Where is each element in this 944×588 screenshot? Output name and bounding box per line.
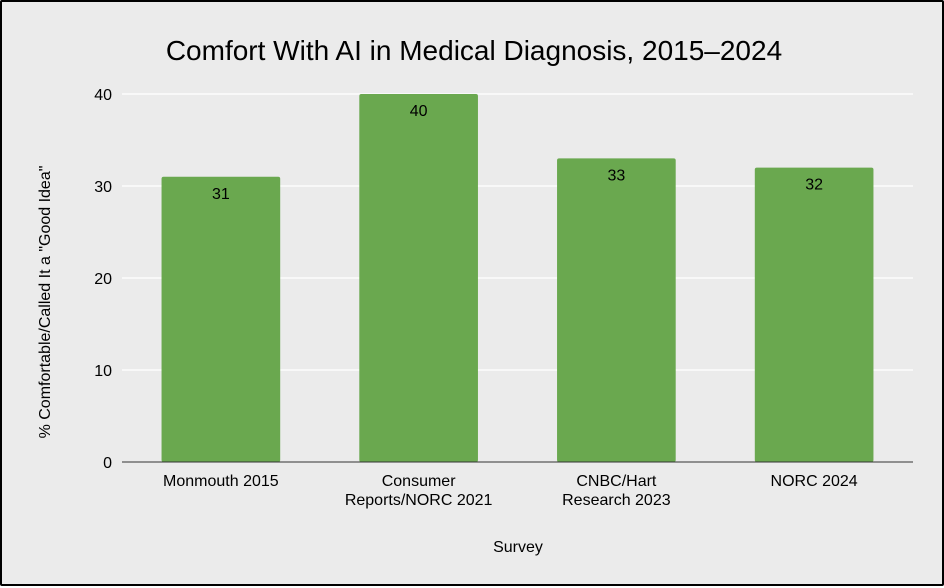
bar-data-label: 40 [410, 103, 428, 120]
y-tick-label: 30 [94, 179, 112, 196]
x-tick-label: CNBC/Hart Research 2023 [562, 473, 671, 509]
bars [161, 94, 874, 463]
data-labels: 31 40 33 32 [212, 103, 823, 203]
x-tick-label-line: Reports/NORC 2021 [345, 492, 493, 509]
y-axis-ticks: 0 10 20 30 40 [94, 87, 112, 472]
x-axis-title: Survey [493, 539, 543, 556]
chart-title: Comfort With AI in Medical Diagnosis, 20… [166, 35, 782, 66]
x-tick-label: Monmouth 2015 [163, 473, 279, 490]
y-axis-title: % Comfortable/Called It a "Good Idea" [37, 166, 54, 439]
y-tick-label: 20 [94, 271, 112, 288]
bar [754, 167, 874, 462]
y-tick-label: 10 [94, 363, 112, 380]
bar [557, 158, 676, 462]
y-tick-label: 40 [94, 87, 112, 104]
x-tick-label-line: NORC 2024 [771, 473, 858, 490]
bar-data-label: 31 [212, 186, 230, 203]
bar-data-label: 32 [805, 177, 823, 194]
x-tick-label: Consumer Reports/NORC 2021 [345, 473, 493, 509]
bar [359, 94, 478, 462]
x-tick-label-line: Consumer [382, 473, 456, 490]
x-tick-label-line: Monmouth 2015 [163, 473, 279, 490]
x-tick-label: NORC 2024 [771, 473, 858, 490]
x-axis-ticks: Monmouth 2015 Consumer Reports/NORC 2021 CN… [163, 473, 858, 509]
x-tick-label-line: Research 2023 [562, 492, 671, 509]
x-tick-label-line: CNBC/Hart [576, 473, 657, 490]
bar-data-label: 33 [607, 167, 625, 184]
bar [161, 176, 281, 463]
y-tick-label: 0 [103, 455, 112, 472]
